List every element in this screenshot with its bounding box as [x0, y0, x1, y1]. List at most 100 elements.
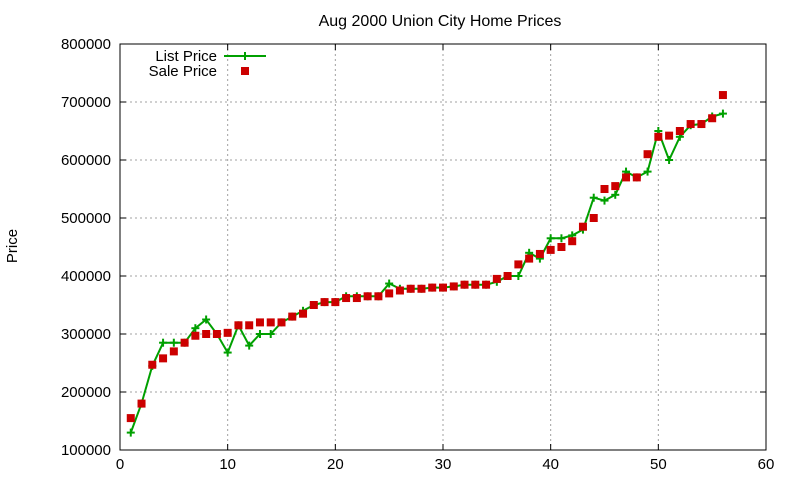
sale-price-point	[557, 243, 566, 251]
sale-price-point	[266, 318, 275, 327]
list-price-point	[223, 348, 232, 357]
sale-price-point	[299, 309, 308, 318]
y-tick-label: 300000	[61, 326, 111, 343]
sale-price-point	[191, 331, 200, 340]
x-tick-label: 0	[116, 456, 124, 473]
sale-price-point	[675, 127, 684, 135]
sale-price-point	[697, 120, 706, 129]
y-tick-label: 600000	[61, 152, 111, 169]
list-price-point	[514, 272, 523, 280]
list-price-point	[600, 196, 609, 205]
list-price-point	[385, 279, 394, 288]
list-price-point	[126, 428, 135, 437]
sale-price-point	[578, 222, 587, 231]
grid-lines	[120, 44, 766, 450]
sale-price-point	[611, 182, 620, 191]
sale-price-point	[600, 185, 609, 193]
sale-price-point	[654, 132, 663, 141]
sale-price-point	[525, 254, 534, 263]
x-tick-label: 40	[542, 456, 559, 473]
list-price-point	[202, 315, 211, 324]
sale-price-point	[535, 249, 544, 258]
sale-price-point	[277, 318, 286, 327]
list-price-point	[266, 330, 275, 338]
list-price-point	[191, 324, 200, 333]
sale-price-point	[374, 292, 383, 301]
list-price-point	[718, 109, 727, 118]
sale-price-point	[708, 114, 717, 123]
list-price-point	[557, 234, 566, 243]
sale-price-point	[589, 214, 598, 222]
sale-price-point	[665, 131, 674, 140]
sale-price-point	[632, 173, 641, 182]
x-tick-label: 30	[435, 456, 452, 473]
sale-price-point	[180, 338, 189, 347]
sale-price-point	[363, 292, 372, 301]
sale-price-point	[288, 312, 297, 321]
sale-price-point	[395, 286, 404, 295]
legend-label-sale-price: Sale Price	[149, 63, 217, 80]
list-price-point	[589, 193, 598, 202]
y-tick-label: 400000	[61, 268, 111, 285]
sale-price-point	[137, 399, 146, 408]
legend-square-sample	[241, 67, 249, 75]
sale-price-point	[514, 260, 523, 269]
chart-title: Aug 2000 Union City Home Prices	[319, 13, 562, 30]
sale-price-point	[159, 354, 168, 363]
sale-price-point	[449, 282, 458, 291]
sale-price-point	[309, 301, 318, 309]
y-tick-label: 100000	[61, 442, 111, 459]
list-price-point	[546, 234, 555, 243]
sale-price-series	[126, 91, 727, 423]
sale-price-point	[622, 173, 631, 182]
sale-price-point	[471, 280, 480, 289]
y-tick-label: 800000	[61, 36, 111, 53]
list-price-point	[159, 338, 168, 347]
sale-price-point	[255, 318, 264, 327]
x-tick-label: 50	[650, 456, 667, 473]
y-tick-label: 200000	[61, 384, 111, 401]
sale-price-point	[234, 321, 243, 330]
y-tick-label: 700000	[61, 94, 111, 111]
list-price-point	[665, 156, 674, 164]
sale-price-point	[406, 284, 415, 293]
list-price-point	[611, 190, 620, 199]
sale-price-point	[482, 280, 491, 289]
sale-price-point	[643, 150, 652, 159]
sale-price-point	[492, 274, 501, 283]
list-price-point	[169, 338, 178, 347]
list-price-point	[255, 330, 264, 338]
x-tick-label: 20	[327, 456, 344, 473]
sale-price-point	[320, 298, 329, 307]
sale-price-point	[352, 294, 361, 303]
sale-price-point	[126, 414, 135, 423]
sale-price-point	[568, 237, 577, 246]
sale-price-point	[718, 91, 727, 100]
x-tick-label: 10	[219, 456, 236, 473]
sale-price-point	[385, 289, 394, 298]
sale-price-point	[439, 283, 447, 292]
sale-price-point	[212, 330, 221, 338]
sale-price-point	[169, 347, 178, 356]
legend: List Price Sale Price	[149, 48, 266, 80]
sale-price-point	[503, 272, 512, 280]
sale-price-point	[245, 321, 254, 330]
list-price-point	[643, 167, 652, 176]
sale-price-point	[417, 284, 426, 293]
sale-price-point	[202, 330, 211, 338]
x-tick-label: 60	[758, 456, 775, 473]
y-axis-label: Price	[4, 229, 21, 263]
legend-label-list-price: List Price	[155, 48, 217, 65]
sale-price-point	[331, 298, 340, 307]
sale-price-point	[686, 120, 695, 129]
axes: 0 10 20 30 40 50 60 100000 200000 300000 400000 500…	[61, 36, 774, 473]
sale-price-point	[223, 328, 232, 337]
sale-price-point	[148, 360, 157, 369]
sale-price-point	[342, 294, 351, 303]
list-price-point	[245, 341, 254, 350]
sale-price-point	[546, 245, 555, 254]
legend-plus-sample	[241, 52, 249, 60]
y-tick-label: 500000	[61, 210, 111, 227]
